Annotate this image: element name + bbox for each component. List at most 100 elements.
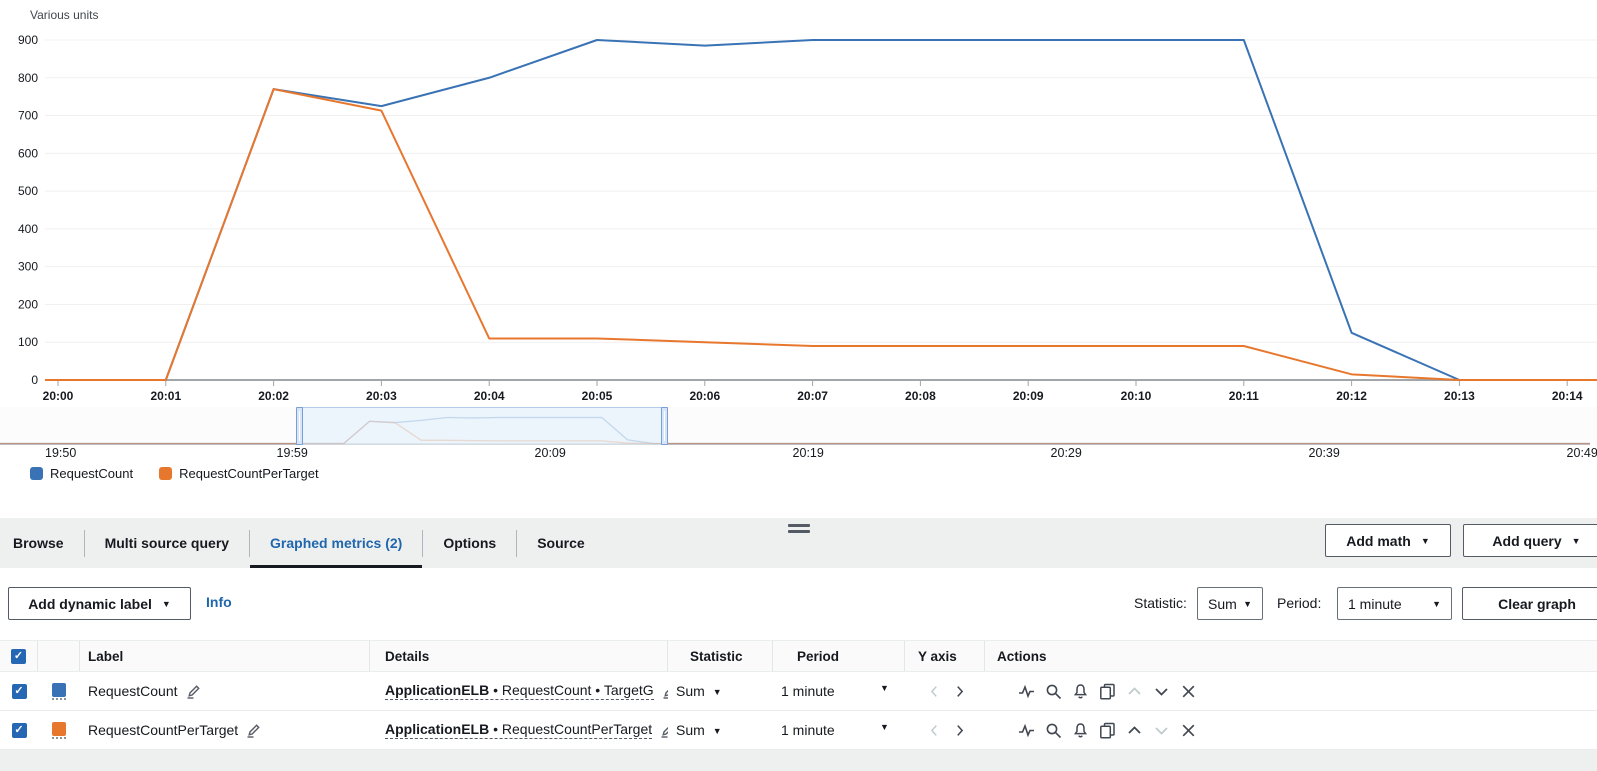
legend-item[interactable]: RequestCountPerTarget <box>159 466 319 481</box>
chevron-down-icon <box>1153 722 1170 739</box>
metric-label-cell: RequestCount <box>80 683 370 699</box>
panel-resize-handle[interactable] <box>786 522 812 534</box>
chevron-right-icon[interactable] <box>952 723 967 738</box>
duplicate-icon[interactable] <box>1099 683 1116 700</box>
metric-details-cell: ApplicationELB • RequestCountPerTarget <box>370 721 668 739</box>
label-column-header: Label <box>80 641 370 671</box>
svg-text:700: 700 <box>18 109 38 123</box>
metric-details[interactable]: ApplicationELB • RequestCountPerTarget <box>385 721 653 739</box>
svg-text:500: 500 <box>18 184 38 198</box>
svg-text:200: 200 <box>18 297 38 311</box>
svg-text:20:00: 20:00 <box>43 389 74 403</box>
svg-text:20:06: 20:06 <box>689 389 720 403</box>
add-math-button[interactable]: Add math ▼ <box>1325 524 1451 557</box>
row-checkbox[interactable]: ✓ <box>11 683 27 699</box>
graphed-metrics-table: ✓ Label Details Statistic Period Y axis … <box>0 640 1597 750</box>
period-dropdown[interactable]: 1 minute ▼ <box>773 722 905 738</box>
add-dynamic-label-button[interactable]: Add dynamic label ▼ <box>8 587 191 620</box>
metric-color-swatch[interactable] <box>52 721 66 736</box>
metric-label: RequestCountPerTarget <box>88 722 239 738</box>
edit-details-icon[interactable] <box>660 723 668 738</box>
timeline-label: 20:39 <box>1308 446 1340 460</box>
svg-text:20:13: 20:13 <box>1444 389 1475 403</box>
period-column-header: Period <box>773 641 905 671</box>
period-value: 1 minute <box>781 722 835 738</box>
edit-details-icon[interactable] <box>662 684 668 699</box>
timeline-label: 20:29 <box>1050 446 1082 460</box>
svg-text:400: 400 <box>18 222 38 236</box>
svg-text:900: 900 <box>18 33 38 47</box>
bell-icon[interactable] <box>1072 683 1089 700</box>
statistic-select[interactable]: Sum ▼ <box>1197 587 1263 620</box>
info-link[interactable]: Info <box>206 594 232 610</box>
svg-text:20:02: 20:02 <box>258 389 289 403</box>
row-checkbox-cell: ✓ <box>0 683 38 699</box>
chart-legend: RequestCount RequestCountPerTarget <box>30 466 319 481</box>
timeline-handle-left[interactable] <box>296 407 303 445</box>
metric-details[interactable]: ApplicationELB • RequestCount • TargetG <box>385 682 654 700</box>
search-icon[interactable] <box>1045 683 1062 700</box>
yaxis-cell <box>905 723 985 738</box>
timeline-label: 19:50 <box>45 446 77 460</box>
select-all-checkbox[interactable]: ✓ <box>11 648 26 664</box>
metric-color-swatch[interactable] <box>52 682 66 697</box>
metrics-line-chart[interactable]: 900 800 700 600 500 400 300 200 100 0 20:00 20:01 20… <box>0 0 1597 405</box>
table-header-row: ✓ Label Details Statistic Period Y axis … <box>0 640 1597 672</box>
edit-label-icon[interactable] <box>246 723 261 738</box>
chevron-down-icon: ▼ <box>1571 536 1581 546</box>
period-label: Period: <box>1277 595 1322 611</box>
svg-text:20:11: 20:11 <box>1229 389 1259 403</box>
line-chart-icon[interactable] <box>1018 722 1035 739</box>
metrics-bottom-panel: Browse Multi source query Graphed metrics … <box>0 518 1597 771</box>
chevron-down-icon: ▼ <box>1420 536 1430 546</box>
legend-item[interactable]: RequestCount <box>30 466 133 481</box>
metric-details-cell: ApplicationELB • RequestCount • TargetG <box>370 682 668 700</box>
chevron-down-icon: ▼ <box>1243 599 1252 609</box>
close-icon[interactable] <box>1180 722 1197 739</box>
select-all-cell: ✓ <box>0 641 38 671</box>
bell-icon[interactable] <box>1072 722 1089 739</box>
duplicate-icon[interactable] <box>1099 722 1116 739</box>
y-axis-title: Various units <box>30 8 99 22</box>
period-value: 1 minute <box>781 683 835 699</box>
tab-divider <box>249 529 251 557</box>
period-dropdown[interactable]: 1 minute ▼ <box>773 683 905 699</box>
tab-browse[interactable]: Browse <box>13 535 64 551</box>
details-column-header: Details <box>370 641 668 671</box>
legend-swatch <box>30 467 43 480</box>
legend-swatch <box>159 467 173 480</box>
add-query-button[interactable]: Add query ▼ <box>1463 524 1597 557</box>
row-checkbox[interactable]: ✓ <box>11 722 27 738</box>
tab-options[interactable]: Options <box>443 535 497 551</box>
chevron-up-icon <box>1126 683 1143 700</box>
tab-multi-source-query[interactable]: Multi source query <box>104 535 230 551</box>
chevron-up-icon[interactable] <box>1126 722 1143 739</box>
clear-graph-button[interactable]: Clear graph <box>1462 587 1597 620</box>
close-icon[interactable] <box>1180 683 1197 700</box>
svg-text:600: 600 <box>18 146 38 160</box>
chevron-down-icon[interactable] <box>1153 683 1170 700</box>
chevron-right-icon[interactable] <box>952 684 967 699</box>
chevron-down-icon: ▼ <box>1432 599 1441 609</box>
timeline-label: 20:09 <box>534 446 566 460</box>
chevron-down-icon: ▼ <box>712 725 722 736</box>
tab-graphed-metrics-2[interactable]: Graphed metrics (2) <box>250 518 423 568</box>
timeline-label: 19:59 <box>276 446 308 460</box>
svg-text:20:10: 20:10 <box>1121 389 1152 403</box>
statistic-value: Sum <box>676 683 705 699</box>
metric-row: ✓ RequestCountPerTarget ApplicationELB • R… <box>0 711 1597 750</box>
search-icon[interactable] <box>1045 722 1062 739</box>
statistic-dropdown[interactable]: Sum ▼ <box>668 683 773 699</box>
statistic-value: Sum <box>676 722 705 738</box>
chevron-down-icon: ▼ <box>712 686 722 697</box>
timeline-labels: 19:50 19:59 20:09 20:19 20:29 20:39 20:49 <box>0 446 1597 462</box>
timeline-selection[interactable] <box>301 407 667 445</box>
tab-source[interactable]: Source <box>537 535 585 551</box>
metric-label-cell: RequestCountPerTarget <box>80 722 370 738</box>
timeline-handle-right[interactable] <box>661 407 668 445</box>
timeline-scrubber[interactable] <box>0 407 1597 445</box>
period-select[interactable]: 1 minute ▼ <box>1337 587 1452 620</box>
statistic-dropdown[interactable]: Sum ▼ <box>668 722 773 738</box>
line-chart-icon[interactable] <box>1018 683 1035 700</box>
edit-label-icon[interactable] <box>186 684 201 699</box>
